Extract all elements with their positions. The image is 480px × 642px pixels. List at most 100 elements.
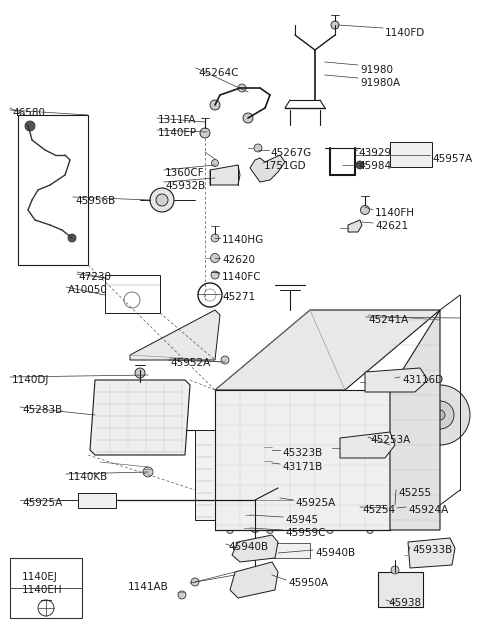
Text: 42620: 42620 (222, 255, 255, 265)
Polygon shape (365, 368, 428, 392)
Circle shape (240, 430, 260, 450)
Circle shape (200, 128, 210, 138)
Text: 1140DJ: 1140DJ (12, 375, 49, 385)
Text: 45925A: 45925A (22, 498, 62, 508)
Circle shape (251, 523, 260, 532)
Bar (78, 493, 116, 508)
Polygon shape (215, 310, 440, 390)
Text: 45924A: 45924A (408, 505, 448, 515)
Text: A10050: A10050 (68, 285, 108, 295)
Bar (390, 142, 432, 167)
Text: 45255: 45255 (398, 488, 431, 498)
Text: 45956B: 45956B (75, 196, 115, 206)
Text: 45940B: 45940B (315, 548, 355, 558)
Text: 46580: 46580 (12, 108, 45, 118)
Text: 42621: 42621 (375, 221, 408, 231)
Text: 45945: 45945 (285, 515, 318, 525)
Polygon shape (210, 165, 240, 185)
Circle shape (356, 161, 364, 169)
Polygon shape (215, 390, 390, 530)
Circle shape (331, 21, 339, 29)
Text: 1140HG: 1140HG (222, 235, 264, 245)
Text: 1140EP: 1140EP (158, 128, 197, 138)
Polygon shape (348, 220, 362, 232)
Circle shape (302, 442, 338, 478)
Text: 45950A: 45950A (288, 578, 328, 588)
Circle shape (426, 401, 454, 429)
Circle shape (210, 100, 220, 110)
Polygon shape (130, 310, 220, 360)
Text: 45253A: 45253A (370, 435, 410, 445)
Text: 1140EJ: 1140EJ (22, 572, 58, 582)
Text: 45267G: 45267G (270, 148, 311, 158)
Circle shape (156, 194, 168, 206)
Circle shape (266, 526, 274, 534)
Text: 1140FC: 1140FC (222, 272, 262, 282)
Text: 1311FA: 1311FA (158, 115, 196, 125)
Circle shape (360, 205, 370, 214)
Text: 1140KB: 1140KB (68, 472, 108, 482)
Text: 45957A: 45957A (432, 154, 472, 164)
Text: 45925A: 45925A (295, 498, 335, 508)
Text: 43116D: 43116D (402, 375, 443, 385)
Bar (270, 543, 310, 558)
Circle shape (38, 600, 54, 616)
Text: 43171B: 43171B (282, 462, 322, 472)
Text: 45254: 45254 (362, 505, 395, 515)
Polygon shape (250, 155, 285, 182)
Text: 1751GD: 1751GD (264, 161, 307, 171)
Circle shape (250, 510, 260, 520)
Text: 1140FD: 1140FD (385, 28, 425, 38)
Circle shape (211, 234, 219, 242)
Text: 45933B: 45933B (412, 545, 452, 555)
Circle shape (238, 84, 246, 92)
Text: 45938: 45938 (388, 598, 421, 608)
Text: 45283B: 45283B (22, 405, 62, 415)
Circle shape (243, 113, 253, 123)
Polygon shape (195, 430, 215, 520)
Polygon shape (340, 432, 395, 458)
Polygon shape (232, 535, 278, 562)
Circle shape (265, 385, 295, 415)
Circle shape (247, 574, 263, 590)
Circle shape (263, 459, 273, 469)
Circle shape (25, 121, 35, 131)
Text: 43929: 43929 (358, 148, 391, 158)
Circle shape (211, 254, 219, 263)
Circle shape (326, 526, 334, 534)
Circle shape (391, 566, 399, 574)
Bar (10, 558, 82, 618)
Circle shape (435, 410, 445, 420)
Circle shape (251, 541, 265, 555)
Circle shape (254, 144, 262, 152)
Text: 1140EH: 1140EH (22, 585, 62, 595)
Circle shape (150, 188, 174, 212)
Text: 1360CF: 1360CF (165, 168, 204, 178)
Text: 45984: 45984 (358, 161, 391, 171)
Circle shape (264, 446, 273, 455)
Circle shape (221, 356, 229, 364)
Polygon shape (390, 310, 440, 530)
Text: 45323B: 45323B (282, 448, 322, 458)
Circle shape (68, 234, 76, 242)
Circle shape (227, 526, 233, 534)
Circle shape (178, 591, 186, 599)
Circle shape (343, 488, 367, 512)
Circle shape (341, 416, 369, 444)
Bar (378, 572, 423, 607)
Circle shape (143, 467, 153, 477)
Circle shape (387, 505, 393, 511)
Circle shape (212, 159, 218, 166)
Polygon shape (230, 562, 278, 598)
Text: 45264C: 45264C (198, 68, 239, 78)
Polygon shape (90, 380, 190, 455)
Text: 47230: 47230 (78, 272, 111, 282)
Text: 45940B: 45940B (228, 542, 268, 552)
Text: 45271: 45271 (222, 292, 255, 302)
Circle shape (367, 526, 373, 534)
Text: 1140FH: 1140FH (375, 208, 415, 218)
Circle shape (135, 368, 145, 378)
Text: 45952A: 45952A (170, 358, 210, 368)
Bar (105, 275, 160, 313)
Circle shape (383, 501, 397, 515)
